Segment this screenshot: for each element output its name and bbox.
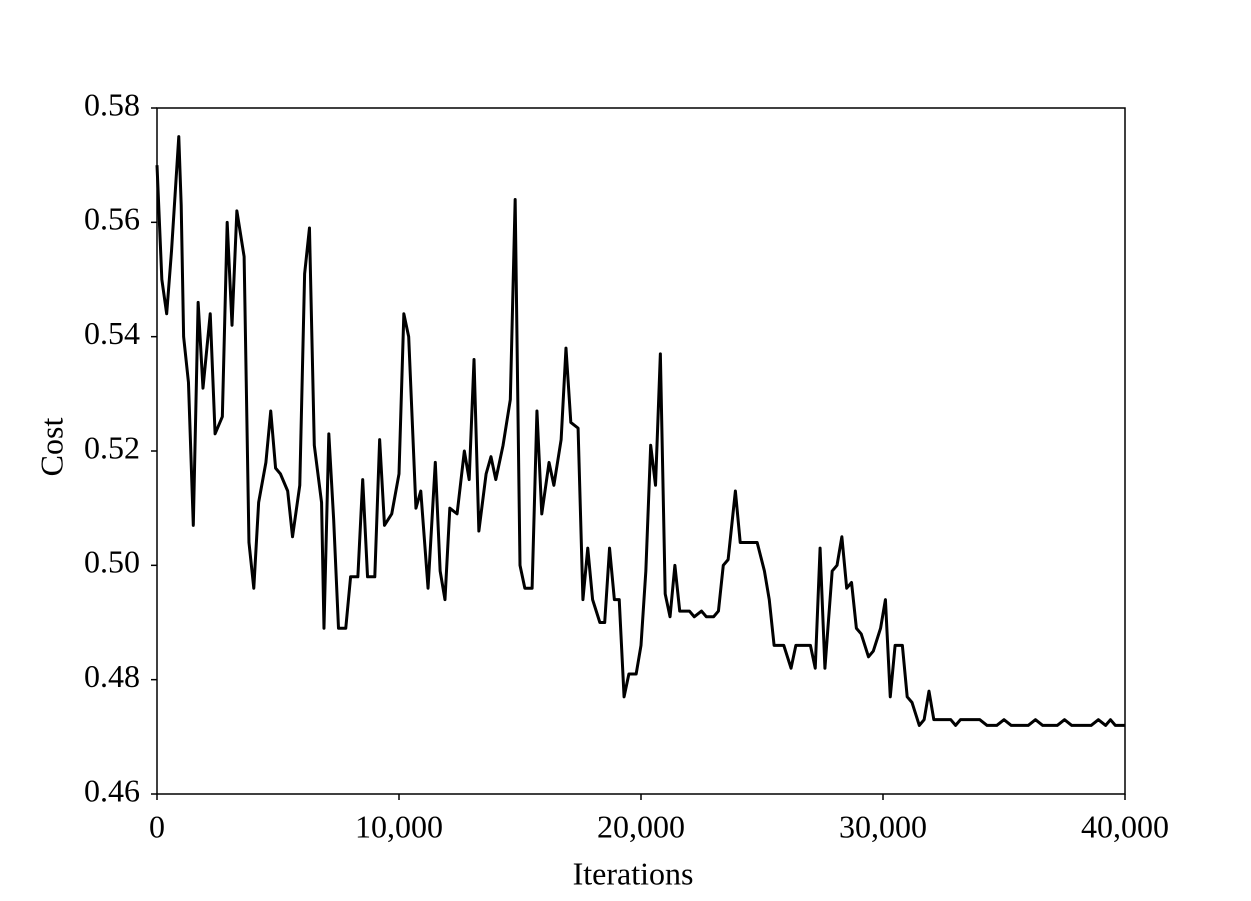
x-axis-label: Iterations: [573, 855, 694, 891]
x-tick-label: 10,000: [355, 808, 443, 844]
y-tick-label: 0.46: [84, 772, 140, 808]
x-tick-label: 0: [149, 808, 165, 844]
y-tick-label: 0.48: [84, 658, 140, 694]
x-tick-label: 40,000: [1081, 808, 1169, 844]
plot-frame: [156, 107, 1126, 795]
y-tick-label: 0.56: [84, 201, 140, 237]
y-tick-label: 0.54: [84, 315, 140, 351]
y-tick-label: 0.52: [84, 429, 140, 465]
line-series: [155, 135, 1125, 727]
x-tick-label: 30,000: [839, 808, 927, 844]
x-tick-label: 20,000: [597, 808, 685, 844]
y-axis-label: Cost: [33, 418, 69, 477]
y-tick-label: 0.50: [84, 544, 140, 580]
y-tick-label: 0.58: [84, 86, 140, 122]
